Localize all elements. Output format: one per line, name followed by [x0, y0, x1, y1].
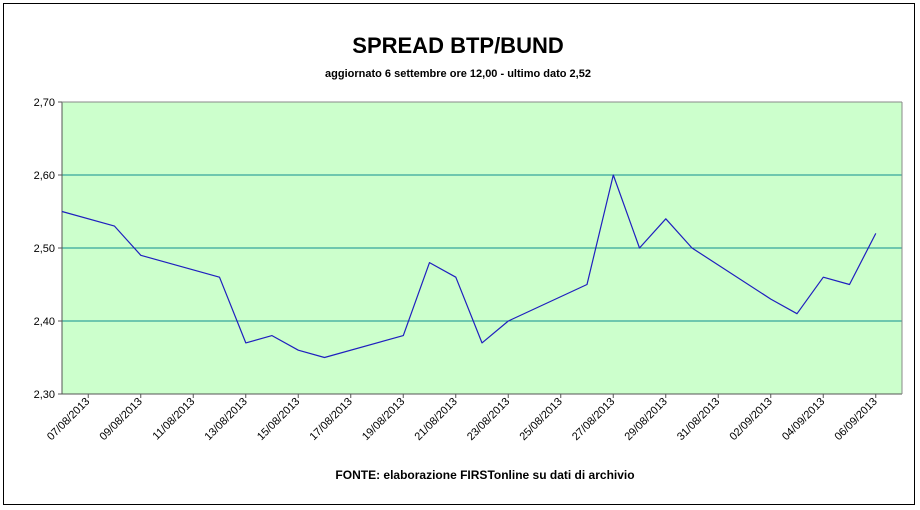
- y-tick-label: 2,70: [34, 97, 55, 109]
- y-tick-label: 2,30: [34, 389, 55, 401]
- source-note: FONTE: elaborazione FIRSTonline su dati …: [335, 468, 635, 482]
- x-tick-label: 04/09/2013: [780, 396, 827, 443]
- x-axis-ticks: 07/08/2013 09/08/2013 11/08/2013 13/08/2013…: [45, 394, 880, 443]
- x-tick-label: 25/08/2013: [517, 396, 564, 443]
- x-tick-label: 29/08/2013: [622, 396, 669, 443]
- y-axis-ticks: 2,30 2,40 2,50 2,60 2,70: [34, 97, 62, 401]
- x-tick-label: 07/08/2013: [45, 396, 92, 443]
- chart-subtitle: aggiornato 6 settembre ore 12,00 - ultim…: [325, 68, 591, 80]
- x-tick-label: 15/08/2013: [255, 396, 302, 443]
- x-tick-label: 17/08/2013: [307, 396, 354, 443]
- y-tick-label: 2,50: [34, 243, 55, 255]
- x-tick-label: 27/08/2013: [570, 396, 617, 443]
- x-tick-label: 23/08/2013: [465, 396, 512, 443]
- chart-title: SPREAD BTP/BUND: [352, 33, 564, 58]
- x-tick-label: 13/08/2013: [202, 396, 249, 443]
- x-tick-label: 31/08/2013: [675, 396, 722, 443]
- x-tick-label: 02/09/2013: [727, 396, 774, 443]
- y-tick-label: 2,40: [34, 316, 55, 328]
- series-line: [61, 174, 877, 359]
- x-tick-label: 11/08/2013: [151, 396, 198, 443]
- x-tick-label: 21/08/2013: [412, 396, 459, 443]
- x-tick-label: 09/08/2013: [97, 396, 144, 443]
- x-tick-label: 19/08/2013: [360, 396, 407, 443]
- y-tick-label: 2,60: [34, 170, 55, 182]
- x-tick-label: 06/09/2013: [832, 396, 879, 443]
- series-group: [61, 174, 877, 359]
